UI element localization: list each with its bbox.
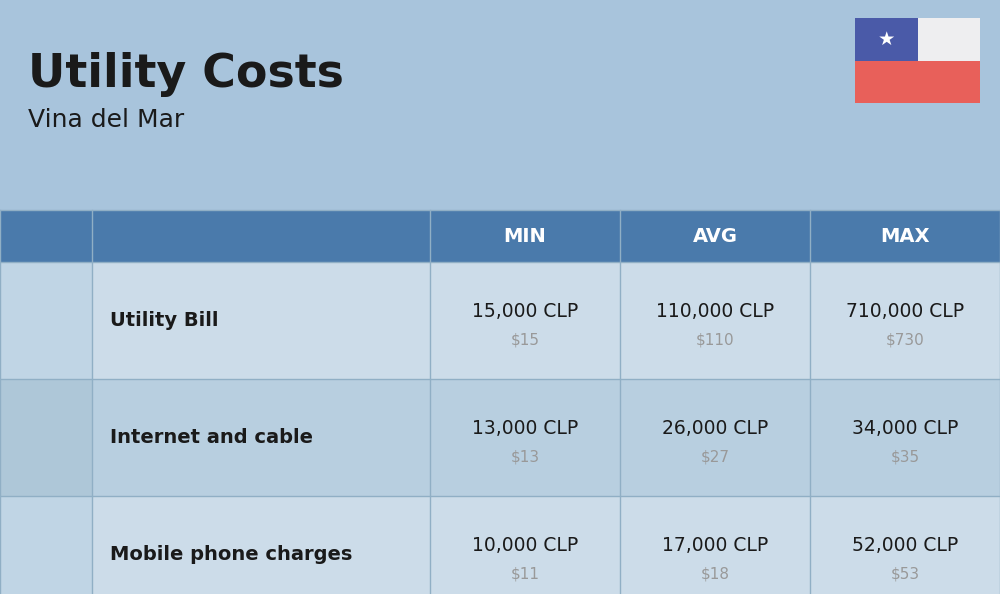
Text: 26,000 CLP: 26,000 CLP (662, 419, 768, 438)
Text: AVG: AVG (692, 226, 738, 245)
Text: MIN: MIN (504, 226, 546, 245)
Text: $15: $15 (511, 333, 540, 348)
Text: 10,000 CLP: 10,000 CLP (472, 536, 578, 555)
Bar (92, 379, 1000, 496)
Text: $13: $13 (510, 450, 540, 465)
Text: MAX: MAX (880, 226, 930, 245)
Text: $11: $11 (511, 567, 540, 582)
Bar (0, 210, 1000, 262)
Text: $730: $730 (886, 333, 924, 348)
Bar (918, 18, 980, 61)
Text: Internet and cable: Internet and cable (110, 428, 313, 447)
Text: 710,000 CLP: 710,000 CLP (846, 302, 964, 321)
Text: $27: $27 (700, 450, 730, 465)
Bar (855, 61, 980, 103)
Text: 17,000 CLP: 17,000 CLP (662, 536, 768, 555)
Text: $35: $35 (890, 450, 920, 465)
Text: $18: $18 (700, 567, 730, 582)
Bar (855, 18, 918, 61)
Text: 15,000 CLP: 15,000 CLP (472, 302, 578, 321)
Bar (0, 379, 92, 496)
Text: ★: ★ (878, 30, 895, 49)
Bar (92, 262, 1000, 379)
Bar (92, 496, 1000, 594)
Text: Utility Bill: Utility Bill (110, 311, 218, 330)
Text: 52,000 CLP: 52,000 CLP (852, 536, 958, 555)
Text: $110: $110 (696, 333, 734, 348)
Text: Vina del Mar: Vina del Mar (28, 108, 184, 132)
Bar (0, 496, 92, 594)
Text: 110,000 CLP: 110,000 CLP (656, 302, 774, 321)
Text: 13,000 CLP: 13,000 CLP (472, 419, 578, 438)
Text: 34,000 CLP: 34,000 CLP (852, 419, 958, 438)
Bar (0, 262, 92, 379)
Text: $53: $53 (890, 567, 920, 582)
Text: Utility Costs: Utility Costs (28, 52, 344, 97)
Text: Mobile phone charges: Mobile phone charges (110, 545, 352, 564)
